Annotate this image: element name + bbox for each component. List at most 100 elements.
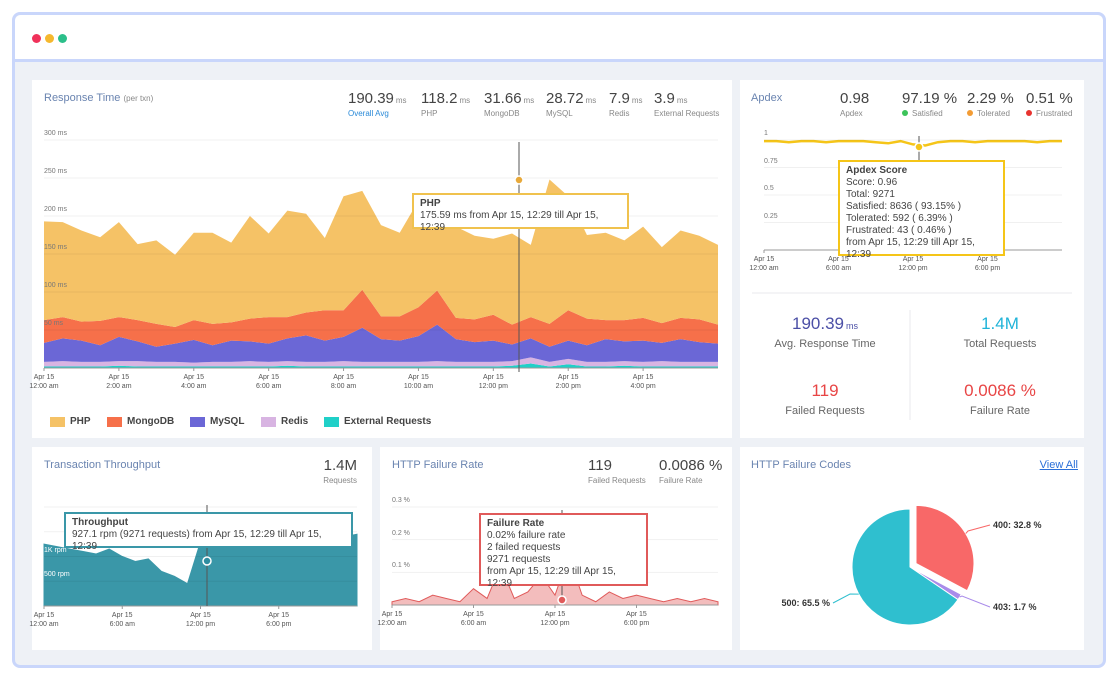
stat-label: MySQL xyxy=(546,109,573,119)
stat-unit: ms xyxy=(845,321,858,331)
stat-value-row: 2.29 % xyxy=(967,90,1014,107)
stat-value-row: 118.2 ms xyxy=(421,90,470,107)
stat: 119 Failed Requests xyxy=(785,381,865,417)
stat: 31.66 ms MongoDB xyxy=(484,90,534,118)
stat-label-row: Satisfied xyxy=(902,109,957,118)
stat-value-row: 7.9 ms xyxy=(609,90,643,107)
y-tick-label: 200 ms xyxy=(44,206,67,213)
tooltip: Failure Rate 0.02% failure rate 2 failed … xyxy=(479,513,648,589)
legend-swatch xyxy=(190,417,205,427)
x-tick-label: Apr 15 12:00 pm xyxy=(185,612,216,628)
stat-value: 119 xyxy=(588,457,612,474)
hover-dot xyxy=(514,175,524,185)
legend-label: External Requests xyxy=(344,416,432,427)
panel-title: Transaction Throughput xyxy=(44,459,161,471)
tooltip-line: 0.02% failure rate xyxy=(487,530,566,541)
hover-dot xyxy=(202,556,212,566)
panel-title: HTTP Failure Codes xyxy=(751,459,852,471)
legend-swatch xyxy=(50,417,65,427)
stat-value: 0.0086 % xyxy=(659,457,723,474)
x-tick-label: Apr 15 12:00 am xyxy=(29,612,59,628)
area-band xyxy=(44,363,718,368)
stat-value: 0.51 % xyxy=(1026,90,1073,107)
x-tick-label: Apr 15 8:00 am xyxy=(330,374,357,390)
window-bar xyxy=(15,15,1103,62)
area-band xyxy=(44,289,718,347)
legend-label: MongoDB xyxy=(127,416,175,427)
subtitle: (per txn) xyxy=(123,94,154,103)
x-tick-label: Apr 15 6:00 am xyxy=(460,611,487,627)
legend-dot xyxy=(967,110,973,117)
stat-value-row: 119 xyxy=(785,381,865,401)
y-tick-label: 150 ms xyxy=(44,244,67,251)
tooltip-line: Total: 9271 xyxy=(846,189,895,200)
x-tick-label: Apr 15 6:00 pm xyxy=(974,256,1001,272)
stat-label: Failure Rate xyxy=(659,476,703,486)
stat-label: PHP xyxy=(421,109,438,119)
y-tick-label: 0.3 % xyxy=(392,497,410,504)
stat-unit: ms xyxy=(585,96,597,105)
maximize-button[interactable] xyxy=(58,34,67,43)
legend-label: PHP xyxy=(70,416,91,427)
tooltip-line: Frustrated: 43 ( 0.46% ) xyxy=(846,225,952,236)
y-tick-label: 2K rpm xyxy=(44,497,67,504)
tooltip-body: Score: 0.96 Total: 9271 Satisfied: 8636 ( … xyxy=(846,177,997,261)
stat-label: Requests xyxy=(323,476,357,486)
x-tick-label: Apr 15 10:00 am xyxy=(403,374,434,390)
view-all-link[interactable]: View All xyxy=(1039,459,1078,471)
stat-label-row: Avg. Response Time xyxy=(774,338,875,351)
x-tick-label: Apr 15 2:00 am xyxy=(106,374,132,390)
stat-label: Tolerated xyxy=(977,109,1010,119)
stat-label-row: Frustrated xyxy=(1026,109,1073,118)
pie-label: 500: 65.5 % xyxy=(781,598,830,608)
x-tick-label: Apr 15 6:00 pm xyxy=(266,612,292,628)
stat-unit: ms xyxy=(459,96,471,105)
x-tick-label: Apr 15 4:00 pm xyxy=(630,374,656,390)
leader-line xyxy=(959,595,991,608)
stat-label-row: Failed Requests xyxy=(785,405,865,418)
stat: 3.9 ms External Requests xyxy=(654,90,719,118)
stat-label-row: Total Requests xyxy=(964,338,1037,351)
stat-value: 118.2 xyxy=(421,90,458,107)
pie-slice xyxy=(851,508,959,626)
legend-dot xyxy=(902,110,908,117)
stat: 0.0086 % Failure Rate xyxy=(964,381,1036,417)
leader-line xyxy=(832,593,859,604)
stat: 1.4M Requests xyxy=(323,457,357,485)
stat-value: 31.66 xyxy=(484,90,522,107)
stat-label-row: Requests xyxy=(323,476,357,485)
stat-value: 3.9 xyxy=(654,90,675,107)
panel-title: Response Time (per txn) xyxy=(44,92,153,105)
hover-dot xyxy=(557,595,567,605)
title: Response Time xyxy=(44,92,121,104)
stat-value-row: 190.39 ms xyxy=(348,90,407,107)
stat: 119 Failed Requests xyxy=(588,457,646,485)
leader-line xyxy=(965,524,991,534)
stat-label-row: External Requests xyxy=(654,109,719,118)
stat-unit: ms xyxy=(631,96,643,105)
stat: 1.4M Total Requests xyxy=(964,314,1037,350)
legend-swatch xyxy=(261,417,276,427)
stat-label-row: MongoDB xyxy=(484,109,534,118)
stat-label-row: Failure Rate xyxy=(659,476,722,485)
stat-label: Apdex xyxy=(840,109,863,119)
minimize-button[interactable] xyxy=(45,34,54,43)
stat-value-row: 1.4M xyxy=(323,457,357,474)
x-tick-label: Apr 15 6:00 am xyxy=(109,612,135,628)
stat-label: Redis xyxy=(609,109,630,119)
stat-value: 28.72 xyxy=(546,90,584,107)
tooltip-title: Throughput xyxy=(72,517,129,528)
legend-label: MySQL xyxy=(210,416,245,427)
stat-label: Satisfied xyxy=(912,109,943,119)
tooltip-line: Satisfied: 8636 ( 93.15% ) xyxy=(846,201,962,212)
stat-label: Failed Requests xyxy=(588,476,646,486)
stat-value: 1.4M xyxy=(981,314,1019,333)
stat-label-row: Failure Rate xyxy=(964,405,1036,418)
stat: 2.29 % Tolerated xyxy=(967,90,1014,118)
y-tick-label: 300 ms xyxy=(44,130,67,137)
close-button[interactable] xyxy=(32,34,41,43)
stat-label-row: MySQL xyxy=(546,109,596,118)
line xyxy=(764,139,1062,147)
tooltip-line: from Apr 15, 12:29 till Apr 15, 12:39 xyxy=(846,237,975,260)
